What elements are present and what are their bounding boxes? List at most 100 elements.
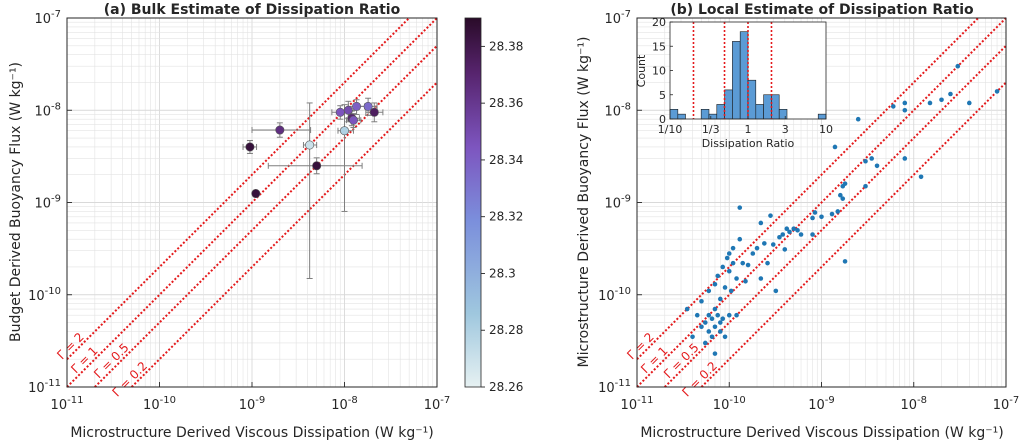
data-point bbox=[939, 97, 944, 103]
x-tick-label: 10-8 bbox=[900, 395, 927, 413]
x-tick-label: 10-10 bbox=[143, 395, 176, 413]
data-point bbox=[730, 245, 736, 251]
data-point bbox=[835, 209, 841, 214]
data-point bbox=[706, 329, 712, 334]
inset-x-tick-label: 1/3 bbox=[702, 123, 720, 136]
data-point bbox=[842, 181, 848, 186]
data-point bbox=[955, 63, 961, 69]
histogram-bar bbox=[669, 109, 679, 120]
data-point bbox=[690, 334, 695, 340]
data-point bbox=[874, 163, 880, 169]
data-point bbox=[718, 320, 723, 325]
panel-a-grid bbox=[66, 18, 437, 388]
data-point bbox=[343, 105, 353, 115]
panel-a-ylabel: Budget Derived Buoyancy Flux (W kg⁻¹) bbox=[8, 62, 24, 342]
data-point bbox=[352, 101, 362, 111]
data-point bbox=[706, 288, 712, 294]
inset-y-tick-label: 0 bbox=[659, 113, 666, 126]
data-point bbox=[832, 144, 838, 150]
colorbar-tick-label: 28.32 bbox=[489, 210, 523, 224]
colorbar-tick-label: 28.26 bbox=[489, 380, 523, 394]
data-point bbox=[339, 126, 349, 136]
colorbar-tick-label: 28.36 bbox=[489, 96, 523, 110]
data-point bbox=[726, 268, 732, 274]
panel-b-title: (b) Local Estimate of Dissipation Ratio bbox=[670, 2, 974, 18]
inset-x-tick-label: 3 bbox=[782, 123, 789, 136]
histogram-bar bbox=[739, 31, 749, 120]
data-point bbox=[737, 236, 743, 242]
inset-histogram: 1/10 1/3 1 3 10 0 5 10 15 20 Dissipation Ratio Co… bbox=[635, 16, 833, 150]
inset-ylabel: Count bbox=[635, 54, 648, 87]
data-point bbox=[791, 226, 797, 231]
inset-bars bbox=[669, 31, 827, 120]
data-point bbox=[706, 312, 712, 318]
x-tick-label: 10-7 bbox=[424, 395, 451, 413]
panel-b-xlabel: Microstructure Derived Viscous Dissipati… bbox=[640, 425, 1003, 441]
data-point bbox=[743, 278, 748, 284]
data-point bbox=[712, 324, 718, 330]
data-point bbox=[715, 273, 721, 279]
y-tick-label: 10-8 bbox=[34, 101, 61, 119]
ratio-line bbox=[636, 17, 979, 360]
y-tick-label: 10-9 bbox=[604, 194, 631, 212]
histogram-bar bbox=[724, 89, 733, 120]
panel-a: Γ = 2Γ = 1Γ = 0.5Γ = 0.2 10-11 10-10 10-9 1… bbox=[8, 2, 450, 441]
inset-ticks: 1/10 1/3 1 3 10 0 5 10 15 20 bbox=[652, 16, 833, 136]
data-point bbox=[722, 285, 728, 290]
ratio-line bbox=[636, 17, 1007, 388]
data-point bbox=[720, 316, 726, 322]
data-point bbox=[966, 100, 972, 106]
x-tick-label: 10-10 bbox=[713, 395, 746, 413]
data-point bbox=[784, 226, 790, 231]
data-point bbox=[750, 251, 756, 256]
data-point bbox=[745, 262, 751, 268]
panel-a-ticks: 10-11 10-10 10-9 10-8 10-7 10-11 10-10 10-9 10-8… bbox=[28, 9, 450, 413]
data-point bbox=[840, 196, 846, 201]
data-point bbox=[777, 234, 782, 240]
data-point bbox=[720, 264, 726, 270]
data-point bbox=[684, 306, 690, 312]
panel-a-title: (a) Bulk Estimate of Dissipation Ratio bbox=[104, 2, 401, 18]
y-tick-label: 10-8 bbox=[604, 101, 631, 119]
colorbar: 28.26 28.28 28.3 28.32 28.34 28.36 28.38 bbox=[464, 17, 523, 394]
data-point bbox=[902, 100, 908, 106]
x-tick-label: 10-8 bbox=[331, 395, 358, 413]
data-point bbox=[768, 213, 773, 218]
inset-y-tick-label: 5 bbox=[659, 89, 666, 102]
histogram-bar bbox=[763, 94, 772, 120]
data-point bbox=[702, 340, 708, 346]
data-point bbox=[754, 245, 760, 251]
x-tick-label: 10-11 bbox=[51, 395, 84, 413]
ratio-line bbox=[94, 45, 438, 388]
x-tick-label: 10-9 bbox=[808, 395, 835, 413]
data-point bbox=[765, 260, 770, 266]
data-point bbox=[726, 312, 732, 318]
data-point bbox=[699, 324, 704, 330]
colorbar-tick-label: 28.34 bbox=[489, 153, 523, 167]
data-point bbox=[994, 89, 1000, 94]
data-point bbox=[709, 334, 715, 340]
data-point bbox=[787, 229, 792, 235]
data-point bbox=[275, 125, 285, 135]
histogram-bar bbox=[700, 109, 710, 120]
data-point bbox=[795, 227, 800, 233]
inset-ref-lines bbox=[692, 22, 773, 119]
data-point bbox=[810, 215, 815, 221]
y-tick-label: 10-7 bbox=[34, 9, 61, 27]
data-point bbox=[712, 281, 718, 287]
data-point bbox=[890, 104, 896, 109]
colorbar-tick-label: 28.3 bbox=[489, 266, 516, 280]
y-tick-label: 10-11 bbox=[598, 378, 631, 396]
inset-y-tick-label: 15 bbox=[652, 40, 666, 53]
histogram-bar bbox=[771, 94, 780, 120]
data-point bbox=[780, 232, 786, 237]
colorbar-gradient bbox=[464, 17, 482, 388]
data-point bbox=[737, 205, 743, 210]
data-point bbox=[712, 351, 718, 356]
data-point bbox=[369, 107, 379, 117]
data-point bbox=[863, 158, 868, 164]
ratio-line bbox=[66, 17, 410, 360]
data-point bbox=[722, 334, 728, 340]
data-point bbox=[842, 259, 848, 264]
